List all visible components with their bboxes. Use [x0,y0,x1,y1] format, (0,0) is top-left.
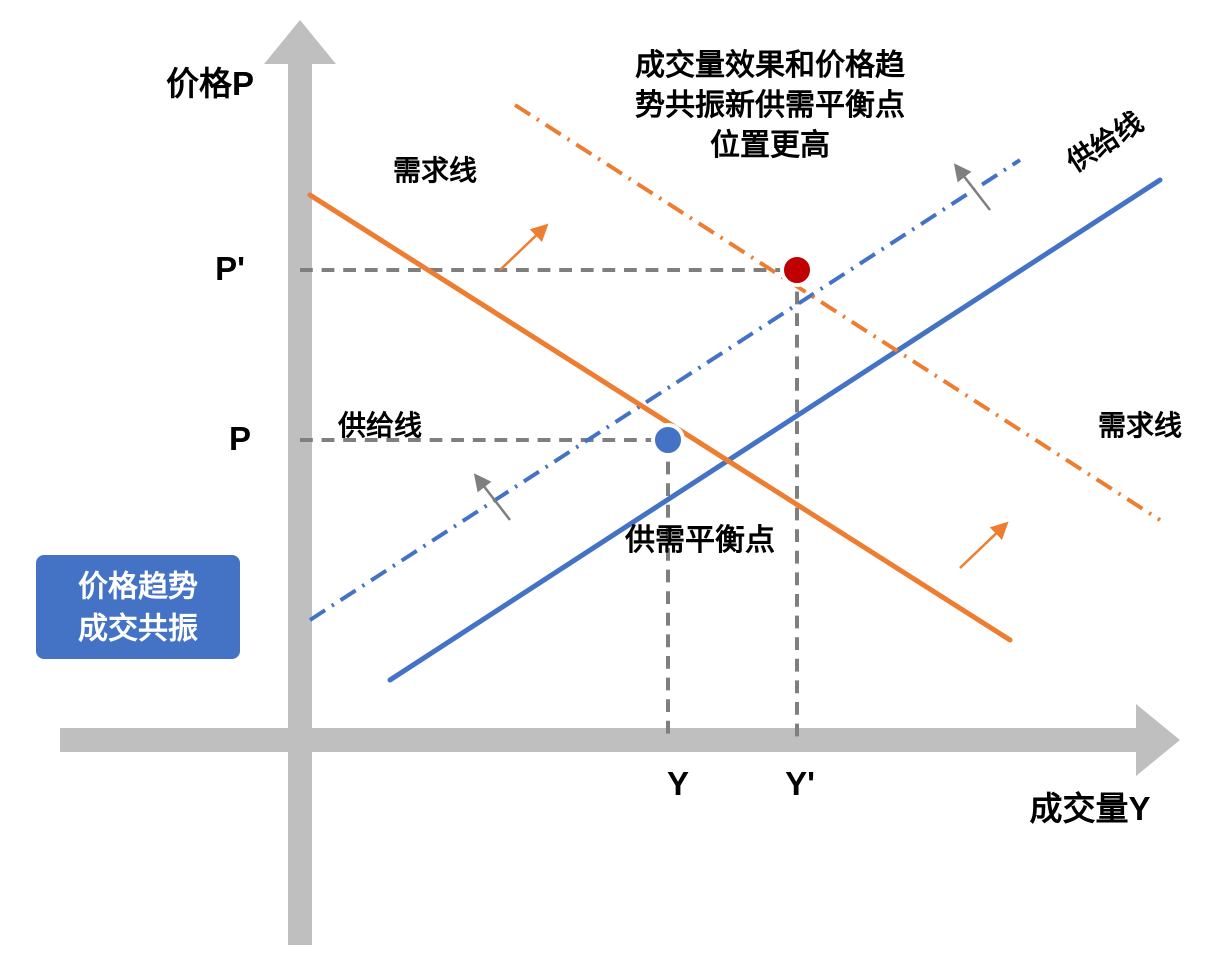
shift-arrow-demand-2 [500,226,546,270]
tick-Pprime: P' [215,250,245,287]
supply_solid-label: 供给线 [1060,106,1148,178]
shift-arrows [476,166,1006,568]
annotation-top: 成交量效果和价格趋势共振新供需平衡点位置更高 [635,48,906,162]
equilibrium-points [653,255,812,455]
y-axis-label: 价格P [166,65,254,102]
demand_dashed [515,105,1160,520]
supply_dashed-label: 供给线 [337,410,422,441]
guide-lines [300,270,797,740]
demand_solid-label: 需求线 [393,155,477,186]
tick-Yprime: Y' [785,765,815,802]
demand_dashed-label: 需求线 [1098,410,1182,441]
badge: 价格趋势成交共振 [36,555,240,659]
x-axis-label: 成交量Y [1029,790,1150,827]
curves [310,105,1160,680]
tick-P: P [229,420,251,457]
economics-supply-demand-diagram: 价格趋势成交共振成交量Y价格PPP'YY'供给线供给线需求线需求线供需平衡点成交… [0,0,1228,953]
supply_solid [390,180,1160,680]
equilibrium-old-label: 供需平衡点 [624,524,775,557]
axes [60,20,1180,945]
tick-Y: Y [667,765,689,802]
equilibrium-new [782,255,812,285]
equilibrium-old [653,425,683,455]
shift-arrow-demand-3 [960,524,1006,568]
shift-arrow-supply-0 [476,476,510,520]
shift-arrow-supply-1 [956,166,990,210]
